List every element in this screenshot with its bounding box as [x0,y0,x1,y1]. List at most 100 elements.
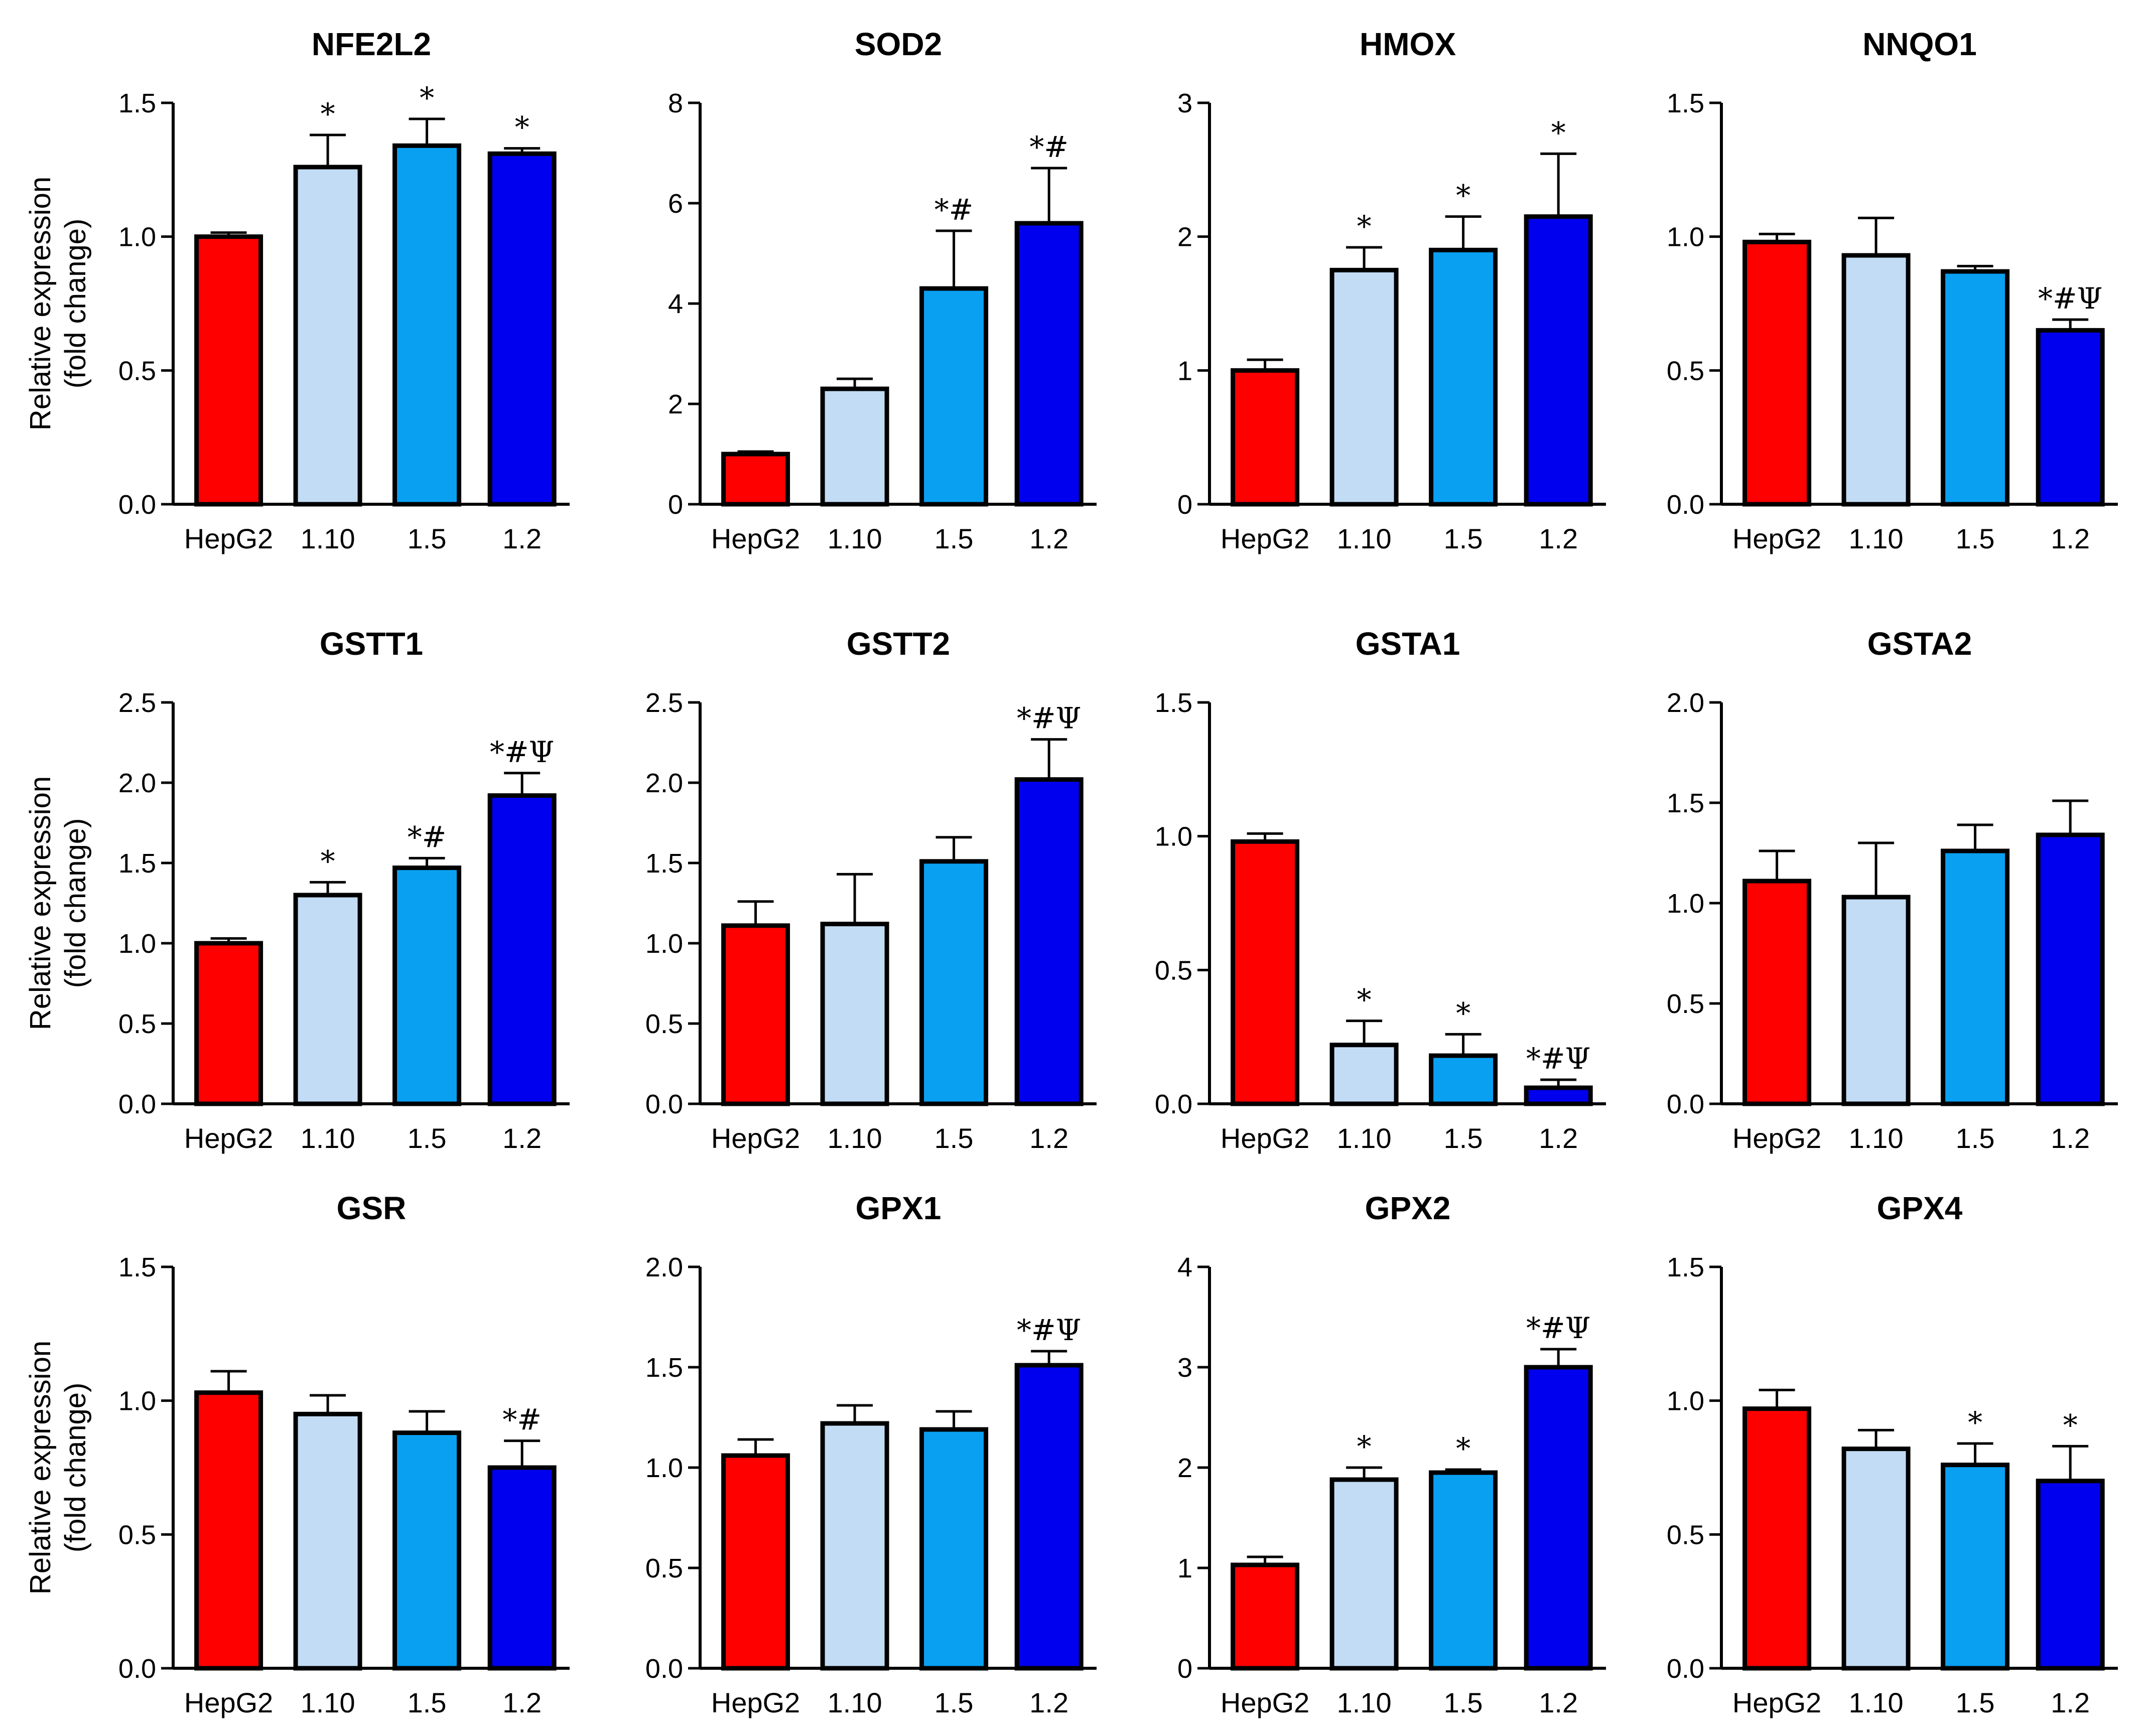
significance-gsta1-1: * [1357,983,1372,1017]
y-tick-label-gsr: 0.0 [118,1654,156,1684]
y-tick-label-gstt2: 1.0 [645,929,683,959]
bar-gstt1-0 [194,941,263,1106]
bar-gpx2-3 [1524,1365,1593,1671]
bar-gstt1-1 [293,893,362,1106]
y-axis-title-line2: (fold change) [59,818,92,988]
category-label-gsr-0: HepG2 [184,1687,273,1718]
bar-gpx2-0 [1231,1562,1300,1671]
bar-gpx1-0 [721,1453,790,1671]
significance-nfe2l2-3: * [515,110,529,144]
significance-gstt1-2: *# [408,820,447,854]
significance-gstt1-1: * [321,844,335,878]
y-tick-label-gstt1: 0.0 [118,1089,156,1119]
category-label-gpx2-0: HepG2 [1221,1687,1309,1718]
y-tick-label-gpx1: 2.0 [645,1252,683,1282]
bar-gpx1-3 [1014,1363,1084,1671]
y-tick-label-gstt1: 2.5 [118,688,156,718]
y-tick-label-nnqo1: 1.0 [1667,222,1704,252]
bar-sod2-1 [820,386,889,507]
y-tick-label-gpx2: 2 [1177,1453,1192,1483]
category-label-gstt1-2: 1.5 [408,1122,447,1154]
bar-gsr-0 [194,1390,263,1671]
bar-gpx2-1 [1329,1477,1399,1671]
bar-nnqo1-0 [1742,239,1812,507]
significance-gsta1-3: *#Ψ [1526,1042,1590,1076]
y-tick-label-gsr: 1.0 [118,1386,156,1416]
category-label-gstt2-3: 1.2 [1029,1122,1068,1154]
category-label-gstt1-3: 1.2 [502,1122,542,1154]
y-tick-label-gpx1: 0.0 [645,1654,683,1684]
bar-gpx1-1 [820,1421,889,1671]
bar-nfe2l2-2 [392,143,462,507]
significance-gpx2-3: *#Ψ [1526,1311,1590,1345]
y-tick-label-sod2: 4 [668,289,683,319]
y-tick-label-gpx1: 0.5 [645,1553,683,1583]
bar-nnqo1-3 [2036,328,2105,507]
y-tick-label-gsta1: 0.5 [1155,955,1192,985]
y-tick-label-gstt1: 2.0 [118,768,156,798]
bar-gpx4-3 [2036,1479,2105,1671]
significance-nnqo1-3: *#Ψ [2038,281,2102,316]
category-label-gpx2-1: 1.10 [1337,1687,1392,1718]
y-tick-label-nfe2l2: 0.5 [118,356,156,386]
y-axis-title-line1: Relative expression [24,776,57,1030]
panel-title-gsta2: GSTA2 [1867,626,1972,662]
category-label-gstt1-0: HepG2 [184,1122,273,1154]
category-label-nnqo1-3: 1.2 [2051,523,2090,554]
category-label-gpx4-2: 1.5 [1956,1687,1995,1718]
significance-gsr-3: *# [502,1403,542,1437]
significance-gpx2-2: * [1456,1431,1470,1466]
category-label-gpx4-0: HepG2 [1732,1687,1821,1718]
y-tick-label-gsta2: 0.0 [1667,1089,1704,1119]
panel-title-gpx4: GPX4 [1877,1190,1963,1226]
bar-gstt2-0 [721,923,790,1106]
bar-gsr-3 [487,1465,557,1671]
category-label-gsta1-1: 1.10 [1337,1122,1392,1154]
bar-gpx4-0 [1742,1406,1812,1671]
category-label-hmox-2: 1.5 [1444,523,1483,554]
y-tick-label-gsta2: 0.5 [1667,989,1704,1019]
bar-hmox-0 [1231,368,1300,507]
category-label-gsr-1: 1.10 [301,1687,355,1718]
y-tick-label-gpx2: 0 [1177,1654,1192,1684]
y-tick-label-gsta1: 1.5 [1155,688,1192,718]
category-label-gsta2-3: 1.2 [2051,1122,2090,1154]
bar-gsta2-3 [2036,832,2105,1106]
y-tick-label-hmox: 2 [1177,222,1192,252]
bar-hmox-2 [1429,247,1498,507]
y-tick-label-sod2: 2 [668,389,683,419]
category-label-gsta2-0: HepG2 [1732,1122,1821,1154]
bar-gstt2-1 [820,922,889,1106]
significance-gstt2-3: *#Ψ [1017,701,1081,736]
y-tick-label-gstt2: 0.5 [645,1009,683,1039]
bar-gsta1-1 [1329,1043,1399,1106]
panel-title-gpx1: GPX1 [856,1190,941,1226]
category-label-hmox-1: 1.10 [1337,523,1392,554]
panel-title-gsta1: GSTA1 [1356,626,1460,662]
y-tick-label-gstt1: 1.0 [118,929,156,959]
category-label-sod2-1: 1.10 [828,523,882,554]
bar-gsta2-2 [1941,848,2010,1106]
bar-nnqo1-2 [1941,269,2010,507]
y-tick-label-nnqo1: 0.5 [1667,356,1704,386]
significance-sod2-3: *# [1029,130,1068,164]
y-tick-label-nfe2l2: 0.0 [118,490,156,520]
bar-nfe2l2-0 [194,234,263,507]
y-tick-label-gpx2: 3 [1177,1353,1192,1383]
bar-sod2-0 [721,452,790,507]
bar-gstt2-2 [919,859,989,1106]
significance-gpx1-3: *#Ψ [1017,1313,1081,1347]
bar-gsta2-0 [1742,879,1812,1106]
y-tick-label-gpx1: 1.5 [645,1353,683,1383]
category-label-gsta1-2: 1.5 [1444,1122,1483,1154]
y-tick-label-gstt1: 1.5 [118,848,156,879]
category-label-gsr-2: 1.5 [408,1687,447,1718]
category-label-gsta2-1: 1.10 [1849,1122,1904,1154]
significance-nfe2l2-2: * [420,81,434,115]
category-label-gsta1-3: 1.2 [1539,1122,1578,1154]
bar-gstt1-2 [392,865,462,1106]
y-tick-label-hmox: 1 [1177,356,1192,386]
bar-gsr-2 [392,1430,462,1671]
significance-gsta1-2: * [1456,996,1470,1030]
